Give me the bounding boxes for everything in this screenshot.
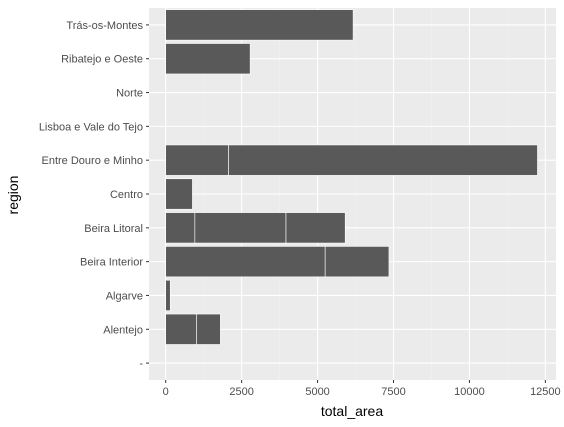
- x-axis: 0 2500 5000 7500 10000 12500: [163, 380, 561, 398]
- bar-segment: [166, 145, 229, 175]
- y-axis: Trás-os-Montes Ribatejo e Oeste Norte Lisbo…: [39, 20, 149, 370]
- bar-segment: [197, 314, 221, 344]
- y-tick-label: Alentejo: [103, 324, 143, 336]
- bar-segment: [166, 44, 250, 74]
- y-tick-label: Ribatejo e Oeste: [61, 54, 143, 66]
- y-tick-label: Centro: [110, 189, 143, 201]
- y-tick-label: Beira Interior: [80, 257, 143, 269]
- y-tick-label: -: [139, 358, 143, 370]
- bar-segment: [166, 179, 193, 209]
- x-tick-label: 0: [163, 386, 169, 398]
- bar-segment: [229, 145, 538, 175]
- bar-segment: [166, 280, 171, 310]
- y-tick-label: Beira Litoral: [84, 223, 143, 235]
- y-tick-label: Norte: [116, 88, 143, 100]
- y-tick-label: Entre Douro e Minho: [42, 155, 144, 167]
- y-axis-title: region: [5, 176, 21, 215]
- y-tick-label: Trás-os-Montes: [66, 20, 143, 32]
- y-tick-label: Algarve: [106, 290, 143, 302]
- bar-segment: [166, 10, 353, 40]
- x-tick-label: 12500: [530, 386, 561, 398]
- x-tick-label: 10000: [454, 386, 485, 398]
- bar-segment: [166, 213, 195, 243]
- x-tick-label: 7500: [381, 386, 405, 398]
- y-tick-label: Lisboa e Vale do Tejo: [39, 121, 143, 133]
- bar-segment: [286, 213, 345, 243]
- x-axis-title: total_area: [321, 403, 383, 419]
- x-tick-label: 5000: [305, 386, 329, 398]
- bar-segment: [325, 246, 389, 276]
- bar-segment: [166, 246, 325, 276]
- x-tick-label: 2500: [229, 386, 253, 398]
- bar-segment: [166, 314, 197, 344]
- bar-segment: [195, 213, 286, 243]
